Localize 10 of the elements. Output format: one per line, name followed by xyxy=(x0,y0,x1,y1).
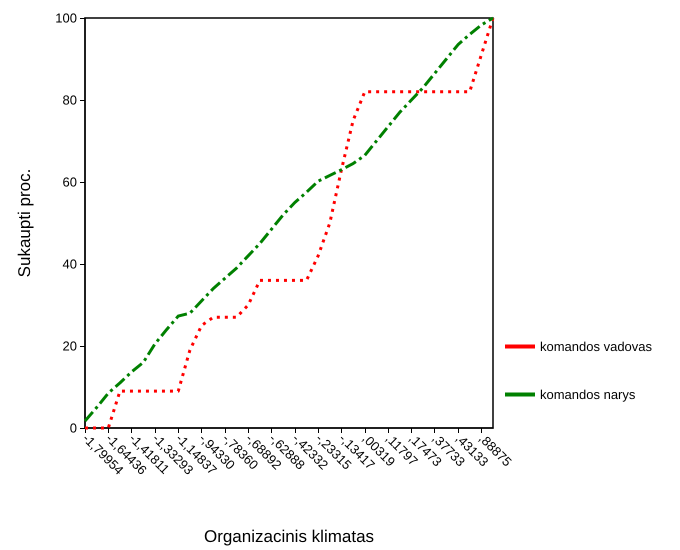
legend-label: komandos vadovas xyxy=(540,339,653,354)
y-tick-label: 40 xyxy=(62,256,77,272)
y-tick-label: 60 xyxy=(62,174,77,190)
x-axis-title: Organizacinis klimatas xyxy=(204,527,374,546)
y-tick-label: 0 xyxy=(70,420,77,436)
y-axis-title: Sukaupti proc. xyxy=(15,168,34,278)
y-tick-label: 100 xyxy=(55,10,77,26)
y-tick-label: 20 xyxy=(62,338,77,354)
legend-label: komandos narys xyxy=(540,387,636,402)
y-tick-label: 80 xyxy=(62,92,77,108)
